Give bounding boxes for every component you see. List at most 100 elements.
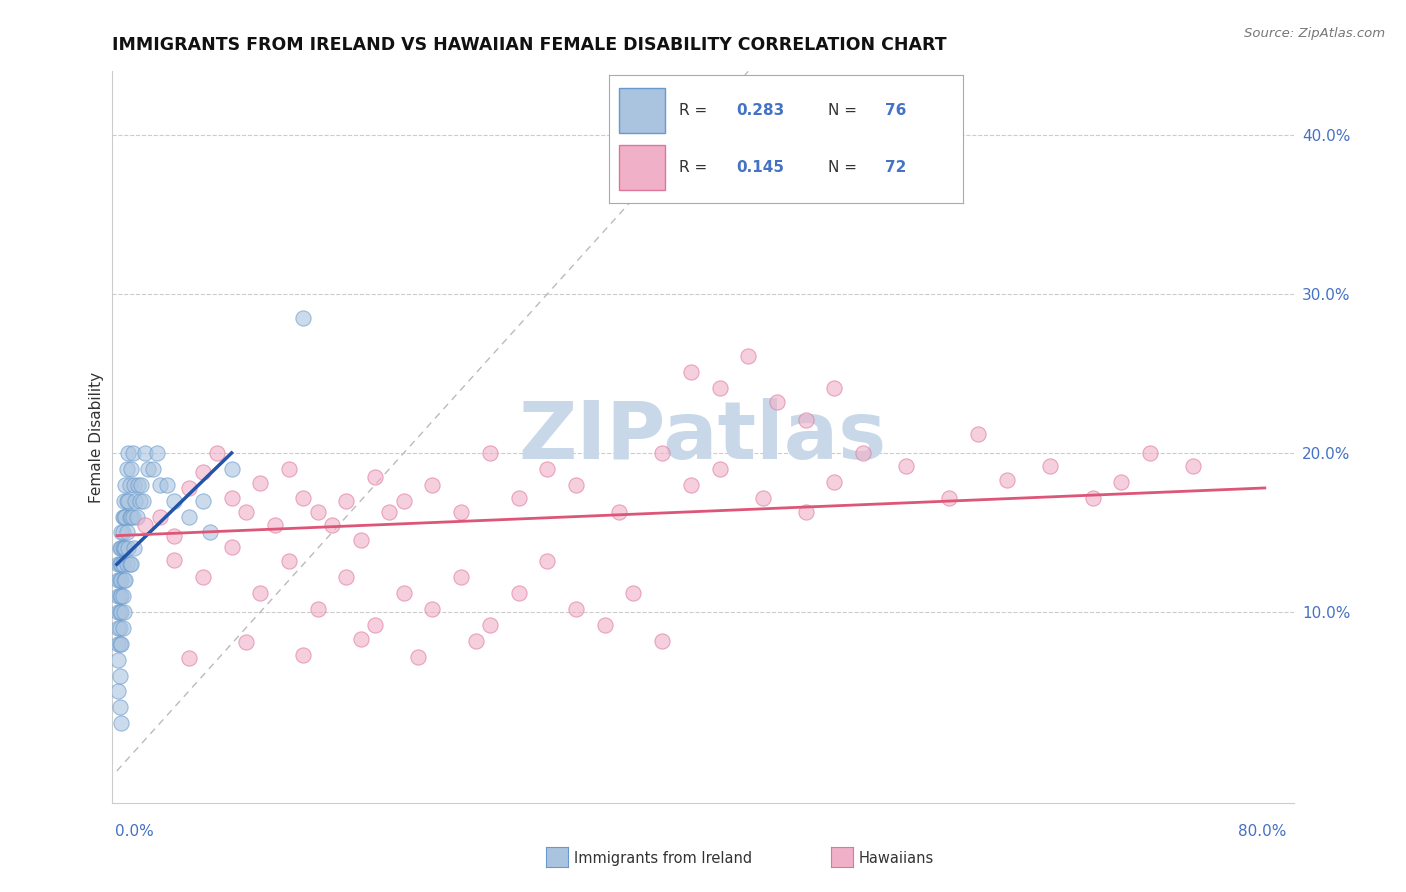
Point <box>138 462 160 476</box>
Point <box>593 617 616 632</box>
Point <box>156 477 179 491</box>
Point <box>112 541 135 556</box>
Text: ZIPatlas: ZIPatlas <box>519 398 887 476</box>
Point <box>278 554 301 568</box>
Point <box>107 621 129 635</box>
Point <box>108 700 131 714</box>
Point <box>120 558 142 572</box>
Point <box>292 491 315 505</box>
Point <box>1182 458 1205 473</box>
Point <box>565 602 588 616</box>
Point <box>128 493 150 508</box>
Point <box>111 621 134 635</box>
Point <box>107 589 129 603</box>
Point <box>117 541 139 556</box>
Point <box>565 477 588 491</box>
Point <box>207 446 229 460</box>
Point <box>114 477 136 491</box>
Point <box>125 509 148 524</box>
Point <box>235 635 257 649</box>
Point <box>221 491 243 505</box>
Point <box>464 633 486 648</box>
Point <box>108 541 131 556</box>
Point <box>364 617 387 632</box>
Point <box>335 493 357 508</box>
Text: IMMIGRANTS FROM IRELAND VS HAWAIIAN FEMALE DISABILITY CORRELATION CHART: IMMIGRANTS FROM IRELAND VS HAWAIIAN FEMA… <box>112 36 948 54</box>
Point <box>364 470 387 484</box>
Point <box>120 462 142 476</box>
Point <box>108 589 131 603</box>
Point <box>508 586 530 600</box>
Point <box>122 541 145 556</box>
Point <box>1139 446 1161 460</box>
Point <box>142 462 165 476</box>
Point <box>108 605 131 619</box>
Point <box>163 493 186 508</box>
Point <box>110 558 132 572</box>
Point <box>146 446 169 460</box>
Point <box>108 558 131 572</box>
Point <box>115 462 138 476</box>
Point <box>679 477 702 491</box>
Point <box>709 462 731 476</box>
Point <box>335 570 357 584</box>
Point <box>115 493 138 508</box>
Point <box>122 477 145 491</box>
Point <box>112 509 135 524</box>
Point <box>249 586 271 600</box>
Point <box>278 462 301 476</box>
Point <box>221 462 243 476</box>
Point <box>198 525 221 540</box>
Point <box>794 505 817 519</box>
Point <box>120 509 142 524</box>
Point <box>1111 475 1133 489</box>
Point <box>307 505 329 519</box>
Point <box>321 517 343 532</box>
Point <box>249 476 271 491</box>
Point <box>235 505 257 519</box>
Text: Immigrants from Ireland: Immigrants from Ireland <box>574 851 752 865</box>
Point <box>292 310 315 325</box>
Point <box>112 573 135 587</box>
Point <box>108 573 131 587</box>
Text: Hawaiians: Hawaiians <box>859 851 935 865</box>
Point <box>794 412 817 426</box>
Point <box>191 465 214 479</box>
Point <box>107 637 129 651</box>
Point <box>422 602 444 616</box>
Point <box>478 446 501 460</box>
Point <box>823 381 845 395</box>
Point <box>378 505 401 519</box>
Point <box>111 558 134 572</box>
Point <box>737 349 759 363</box>
Point <box>112 493 135 508</box>
Point <box>177 509 200 524</box>
Point <box>536 554 558 568</box>
Point <box>350 533 373 548</box>
Point <box>118 509 141 524</box>
Point <box>131 493 153 508</box>
Text: 80.0%: 80.0% <box>1239 824 1286 838</box>
Point <box>191 493 214 508</box>
Point <box>177 651 200 665</box>
Point <box>110 525 132 540</box>
Point <box>108 637 131 651</box>
Point <box>108 621 131 635</box>
Point <box>107 573 129 587</box>
Point <box>134 446 156 460</box>
Point <box>110 589 132 603</box>
Point <box>292 648 315 662</box>
Point <box>709 381 731 395</box>
Point <box>651 446 673 460</box>
Point <box>149 509 172 524</box>
Point <box>966 426 988 441</box>
Point <box>110 605 132 619</box>
Point <box>118 477 141 491</box>
Point <box>134 517 156 532</box>
Point <box>111 525 134 540</box>
Point <box>112 605 135 619</box>
Text: 0.0%: 0.0% <box>115 824 155 838</box>
Point <box>110 637 132 651</box>
Point <box>894 458 917 473</box>
Point <box>478 617 501 632</box>
